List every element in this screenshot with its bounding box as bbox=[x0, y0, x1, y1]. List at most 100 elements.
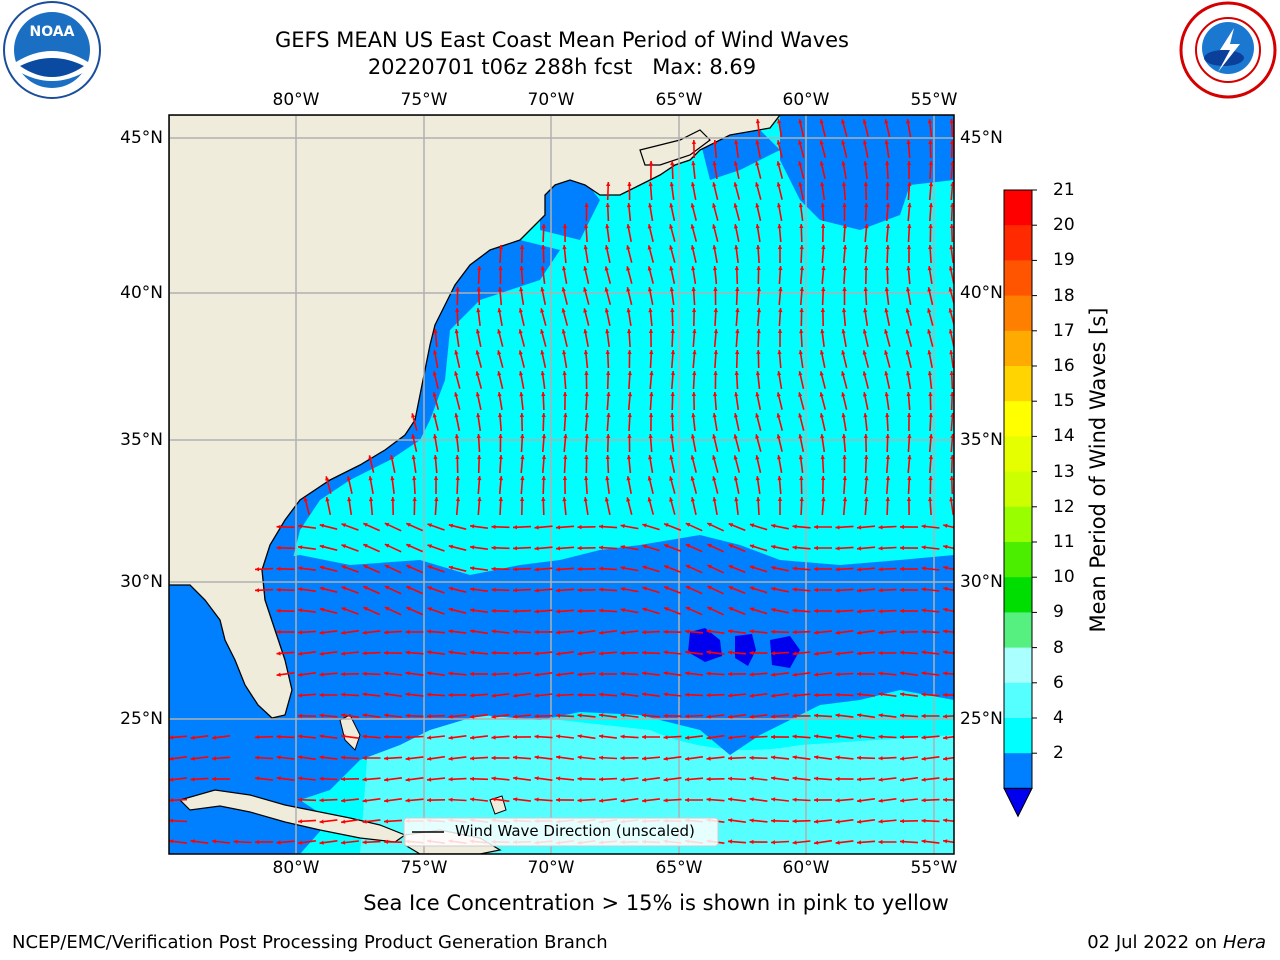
footer-date: 02 Jul 2022 on bbox=[1087, 932, 1218, 953]
wave-direction-arrowhead bbox=[950, 161, 954, 166]
wave-direction-arrowhead bbox=[685, 650, 690, 655]
wave-direction-arrowhead bbox=[476, 287, 481, 291]
wave-direction-arrowhead bbox=[878, 777, 883, 782]
wave-direction-arrowhead bbox=[470, 797, 475, 802]
wave-direction-arrowhead bbox=[347, 497, 352, 502]
wave-direction-arrowhead bbox=[771, 586, 776, 592]
wave-direction-arrowhead bbox=[319, 776, 324, 781]
wave-direction-arrowhead bbox=[212, 776, 216, 782]
wave-direction-arrowhead bbox=[276, 734, 281, 739]
wave-direction-arrowhead bbox=[663, 692, 668, 697]
wave-direction-arrowhead bbox=[690, 434, 696, 439]
wave-direction-arrowhead bbox=[777, 497, 783, 501]
wave-direction-arrowhead bbox=[878, 588, 883, 593]
wave-direction-arrowhead bbox=[432, 413, 437, 418]
wave-direction-arrowhead bbox=[733, 182, 738, 187]
wave-direction-arrowhead bbox=[862, 371, 867, 376]
wave-direction-arrowhead bbox=[541, 476, 546, 480]
wave-direction-arrowhead bbox=[900, 630, 904, 635]
wave-direction-arrowhead bbox=[814, 608, 818, 614]
wave-direction-arrowhead bbox=[950, 455, 954, 459]
wave-direction-arrowhead bbox=[448, 650, 453, 655]
wave-direction-arrowhead bbox=[432, 392, 437, 397]
wave-direction-arrowhead bbox=[771, 734, 775, 740]
wave-direction-arrowhead bbox=[792, 693, 797, 698]
wave-direction-arrowhead bbox=[475, 350, 480, 355]
wave-direction-arrowhead bbox=[255, 776, 260, 781]
colorbar-segment bbox=[1004, 682, 1032, 719]
wave-direction-arrowhead bbox=[303, 497, 308, 502]
wave-direction-arrowhead bbox=[556, 525, 561, 530]
wave-direction-arrowhead bbox=[663, 777, 668, 782]
wave-direction-arrowhead bbox=[835, 609, 840, 614]
wave-direction-arrowhead bbox=[620, 630, 625, 635]
wave-direction-arrowhead bbox=[599, 524, 604, 529]
wave-direction-arrowhead bbox=[556, 651, 561, 656]
wave-direction-arrowhead bbox=[648, 161, 654, 165]
wave-direction-arrowhead bbox=[712, 266, 718, 271]
wave-direction-arrowhead bbox=[454, 350, 459, 355]
wave-direction-arrowhead bbox=[756, 245, 761, 250]
wave-direction-arrowhead bbox=[905, 329, 910, 334]
wave-direction-arrowhead bbox=[405, 671, 410, 676]
lon-label-bottom-65w: 65°W bbox=[655, 858, 703, 878]
wave-direction-arrowhead bbox=[455, 287, 460, 291]
wave-direction-arrowhead bbox=[362, 713, 367, 718]
wave-direction-arrowhead bbox=[820, 434, 825, 439]
lon-label-top-80w: 80°W bbox=[272, 90, 320, 110]
wave-direction-arrowhead bbox=[798, 182, 803, 187]
wave-direction-arrowhead bbox=[513, 797, 518, 802]
wave-direction-arrowhead bbox=[950, 203, 954, 207]
colorbar-tick-label: 8 bbox=[1053, 637, 1064, 658]
wave-direction-arrowhead bbox=[771, 755, 776, 760]
lat-label-right-30n: 30°N bbox=[960, 572, 1003, 592]
wave-direction-arrowhead bbox=[814, 524, 818, 530]
wave-direction-arrowhead bbox=[599, 692, 604, 697]
wave-direction-arrowhead bbox=[642, 607, 647, 612]
wave-direction-arrowhead bbox=[948, 287, 953, 292]
wave-direction-arrowhead bbox=[755, 140, 760, 145]
wave-direction-arrowhead bbox=[820, 182, 825, 187]
wave-direction-arrowhead bbox=[862, 392, 868, 397]
wave-direction-arrowhead bbox=[777, 329, 783, 333]
wave-direction-arrowhead bbox=[599, 545, 604, 550]
wave-direction-arrowhead bbox=[384, 606, 390, 611]
wave-direction-arrowhead bbox=[541, 245, 546, 249]
wave-direction-arrowhead bbox=[905, 308, 910, 313]
wave-direction-arrowhead bbox=[857, 567, 862, 572]
wave-direction-arrowhead bbox=[448, 692, 453, 698]
wave-direction-arrowhead bbox=[755, 182, 760, 187]
wave-direction-arrowhead bbox=[907, 224, 912, 229]
wave-direction-arrowhead bbox=[907, 182, 912, 187]
wave-direction-arrowhead bbox=[777, 224, 782, 229]
wave-direction-arrowhead bbox=[819, 392, 824, 397]
wave-direction-arrowhead bbox=[405, 713, 410, 718]
wave-direction-arrowhead bbox=[433, 329, 438, 334]
wave-direction-arrowhead bbox=[448, 777, 453, 782]
wave-direction-arrowhead bbox=[605, 329, 610, 334]
wave-direction-arrowhead bbox=[798, 119, 803, 124]
chart-title-line1: GEFS MEAN US East Coast Mean Period of W… bbox=[275, 28, 849, 52]
wave-direction-arrowhead bbox=[642, 671, 647, 676]
wave-direction-arrowhead bbox=[498, 245, 503, 250]
colorbar-tick-label: 19 bbox=[1053, 250, 1075, 271]
wave-direction-arrowhead bbox=[627, 434, 632, 438]
wave-direction-arrowhead bbox=[212, 735, 217, 740]
wave-direction-arrowhead bbox=[427, 650, 432, 655]
wave-direction-arrowhead bbox=[749, 818, 754, 823]
wave-direction-arrowhead bbox=[276, 840, 281, 845]
wave-direction-arrowhead bbox=[921, 629, 926, 634]
wave-direction-arrowhead bbox=[556, 797, 560, 803]
wave-direction-arrowhead bbox=[799, 266, 805, 271]
wave-direction-arrowhead bbox=[669, 455, 674, 460]
wave-direction-arrowhead bbox=[448, 714, 453, 719]
wave-direction-arrowhead bbox=[427, 714, 431, 719]
wave-direction-arrowhead bbox=[556, 713, 560, 718]
wave-direction-arrowhead bbox=[276, 587, 281, 592]
wave-direction-arrowhead bbox=[755, 455, 760, 460]
wave-direction-arrowhead bbox=[792, 587, 797, 592]
wave-direction-arrowhead bbox=[384, 692, 389, 697]
wave-direction-arrowhead bbox=[749, 839, 754, 845]
wave-direction-arrowhead bbox=[814, 630, 819, 635]
